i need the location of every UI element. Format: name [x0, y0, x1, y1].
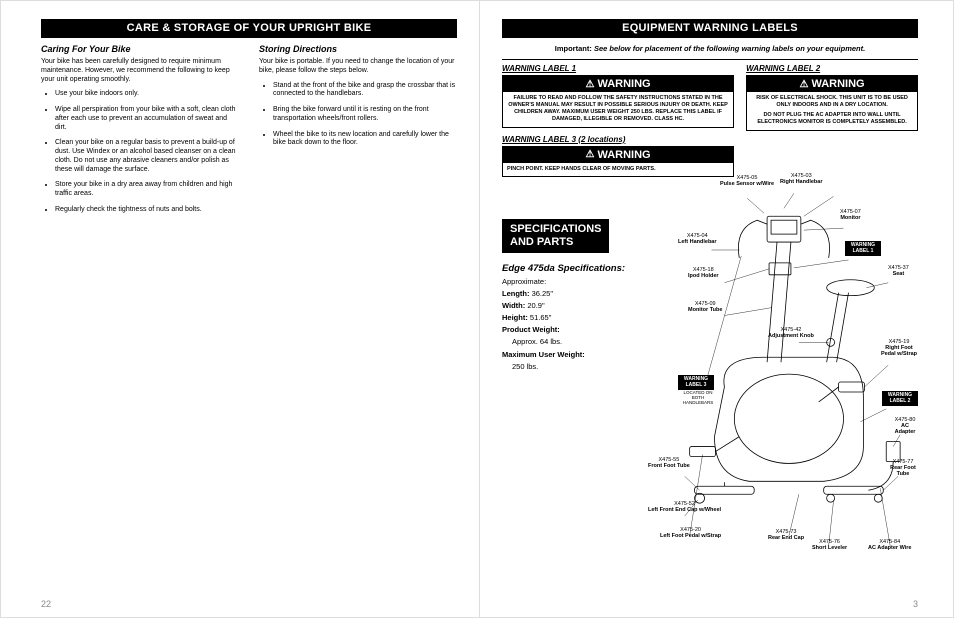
spec-value: 20.9" — [525, 301, 544, 310]
spec-product-weight-label: Product Weight: — [502, 325, 632, 335]
warning-label-2-title: WARNING LABEL 2 — [746, 64, 918, 73]
warning-label-1-col: WARNING LABEL 1 ⚠WARNING FAILURE TO READ… — [502, 64, 734, 131]
warning-word: WARNING — [597, 149, 650, 161]
warning-word: WARNING — [597, 78, 650, 90]
warning-label-1-title: WARNING LABEL 1 — [502, 64, 734, 73]
diagram-warning-tag-3-group: WARNING LABEL 3 LOCATED ON BOTH HANDLEBA… — [678, 375, 718, 406]
spec-max-weight-value: 250 lbs. — [502, 362, 632, 372]
specs-sidebar: SPECIFICATIONS AND PARTS Edge 475da Spec… — [502, 211, 632, 372]
spec-label: Length: — [502, 289, 530, 298]
part-label: X475-04Left Handlebar — [678, 233, 717, 245]
part-label: X475-20Left Foot Pedal w/Strap — [660, 527, 721, 539]
part-label: X475-73Rear End Cap — [768, 529, 804, 541]
part-label: X475-52Left Front End Cap w/Wheel — [648, 501, 721, 513]
list-item: Stand at the front of the bike and grasp… — [273, 82, 457, 100]
warning-body-1: FAILURE TO READ AND FOLLOW THE SAFETY IN… — [503, 92, 733, 127]
spec-value: 36.25" — [530, 289, 554, 298]
important-label: Important: — [555, 44, 592, 53]
specs-header-2: AND PARTS — [510, 236, 573, 248]
part-label: X475-80AC Adapter — [892, 417, 918, 435]
divider — [502, 59, 918, 60]
part-label: X475-19Right Foot Pedal w/Strap — [880, 339, 918, 357]
right-page: EQUIPMENT WARNING LABELS Important: See … — [479, 0, 954, 618]
part-label: X475-55Front Foot Tube — [648, 457, 690, 469]
warning-box-1: ⚠WARNING FAILURE TO READ AND FOLLOW THE … — [502, 75, 734, 128]
warning-label-3-title: WARNING LABEL 3 (2 locations) — [502, 135, 734, 144]
part-label: X475-09Monitor Tube — [688, 301, 722, 313]
list-item: Regularly check the tightness of nuts an… — [55, 206, 239, 215]
warning-body-2a: RISK OF ELECTRICAL SHOCK. THIS UNIT IS T… — [747, 92, 917, 112]
storing-intro: Your bike is portable. If you need to ch… — [259, 58, 457, 76]
part-label: X475-77Rear Foot Tube — [888, 459, 918, 477]
list-item: Wheel the bike to its new location and c… — [273, 131, 457, 149]
page-number: 22 — [41, 599, 51, 609]
spec-value: 51.65" — [528, 313, 552, 322]
diagram-warning-tag-2: WARNING LABEL 2 — [882, 391, 918, 406]
warning-icon: ⚠ — [799, 79, 808, 90]
spec-label: Height: — [502, 313, 528, 322]
warning-word: WARNING — [811, 78, 864, 90]
caring-bullets: Use your bike indoors only. Wipe all per… — [41, 90, 239, 214]
part-label: X475-42Adjustment Knob — [768, 327, 814, 339]
diagram-warning-tag-1: WARNING LABEL 1 — [845, 241, 881, 256]
subhead-storing: Storing Directions — [259, 44, 457, 54]
spec-approximate: Approximate: — [502, 277, 632, 287]
warning-icon: ⚠ — [585, 79, 594, 90]
section-header-warnings: EQUIPMENT WARNING LABELS — [502, 19, 918, 38]
warning-body-2b: DO NOT PLUG THE AC ADAPTER INTO WALL UNT… — [747, 112, 917, 129]
spec-product-weight-value: Approx. 64 lbs. — [502, 337, 632, 347]
list-item: Wipe all perspiration from your bike wit… — [55, 106, 239, 132]
storing-bullets: Stand at the front of the bike and grasp… — [259, 82, 457, 149]
list-item: Clean your bike on a regular basis to pr… — [55, 139, 239, 174]
list-item: Store your bike in a dry area away from … — [55, 181, 239, 199]
part-label: X475-07Monitor — [840, 209, 861, 221]
part-label: X475-18Ipod Holder — [688, 267, 719, 279]
list-item: Use your bike indoors only. — [55, 90, 239, 99]
specs-header-block: SPECIFICATIONS AND PARTS — [502, 219, 609, 253]
part-label: X475-84AC Adapter Wire — [868, 539, 911, 551]
diagram-warning-tag-3-sub: LOCATED ON BOTH HANDLEBARS — [678, 391, 718, 406]
part-label: X475-03Right Handlebar — [780, 173, 822, 185]
spec-label: Width: — [502, 301, 525, 310]
col-caring: Caring For Your Bike Your bike has been … — [41, 44, 239, 222]
spec-max-weight-label: Maximum User Weight: — [502, 350, 632, 360]
section-header-care: CARE & STORAGE OF YOUR UPRIGHT BIKE — [41, 19, 457, 38]
specs-subhead: Edge 475da Specifications: — [502, 263, 632, 274]
warning-header: ⚠WARNING — [503, 147, 733, 163]
part-label: X475-76Short Leveler — [812, 539, 847, 551]
warning-header: ⚠WARNING — [747, 76, 917, 92]
list-item: Bring the bike forward until it is resti… — [273, 106, 457, 124]
important-note: Important: See below for placement of th… — [502, 44, 918, 53]
important-text: See below for placement of the following… — [592, 44, 865, 53]
left-page: CARE & STORAGE OF YOUR UPRIGHT BIKE Cari… — [0, 0, 479, 618]
warning-label-2-col: WARNING LABEL 2 ⚠WARNING RISK OF ELECTRI… — [746, 64, 918, 131]
warning-header: ⚠WARNING — [503, 76, 733, 92]
subhead-caring: Caring For Your Bike — [41, 44, 239, 54]
page-number: 3 — [913, 599, 918, 609]
two-column-layout: Caring For Your Bike Your bike has been … — [41, 44, 457, 222]
part-label: X475-37Seat — [888, 265, 909, 277]
part-label: X475-05Pulse Sensor w/Wire — [720, 175, 774, 187]
specs-header-1: SPECIFICATIONS — [510, 223, 601, 235]
warning-row-top: WARNING LABEL 1 ⚠WARNING FAILURE TO READ… — [502, 64, 918, 131]
spec-height: Height: 51.65" — [502, 313, 632, 323]
diagram-warning-tag-3: WARNING LABEL 3 — [678, 375, 714, 390]
caring-intro: Your bike has been carefully designed to… — [41, 58, 239, 84]
spec-label: Maximum User Weight: — [502, 350, 585, 359]
spec-label: Product Weight: — [502, 325, 560, 334]
warning-label-3-col: WARNING LABEL 3 (2 locations) ⚠WARNING P… — [502, 135, 734, 177]
col-storing: Storing Directions Your bike is portable… — [259, 44, 457, 222]
warning-box-2: ⚠WARNING RISK OF ELECTRICAL SHOCK. THIS … — [746, 75, 918, 131]
parts-diagram: X475-03Right Handlebar X475-05Pulse Sens… — [640, 179, 918, 595]
warning-body-3: PINCH POINT. KEEP HANDS CLEAR OF MOVING … — [503, 163, 733, 176]
warning-icon: ⚠ — [585, 149, 594, 160]
spec-length: Length: 36.25" — [502, 289, 632, 299]
spec-width: Width: 20.9" — [502, 301, 632, 311]
warning-box-3: ⚠WARNING PINCH POINT. KEEP HANDS CLEAR O… — [502, 146, 734, 177]
warning-label-3-row: WARNING LABEL 3 (2 locations) ⚠WARNING P… — [502, 135, 918, 177]
